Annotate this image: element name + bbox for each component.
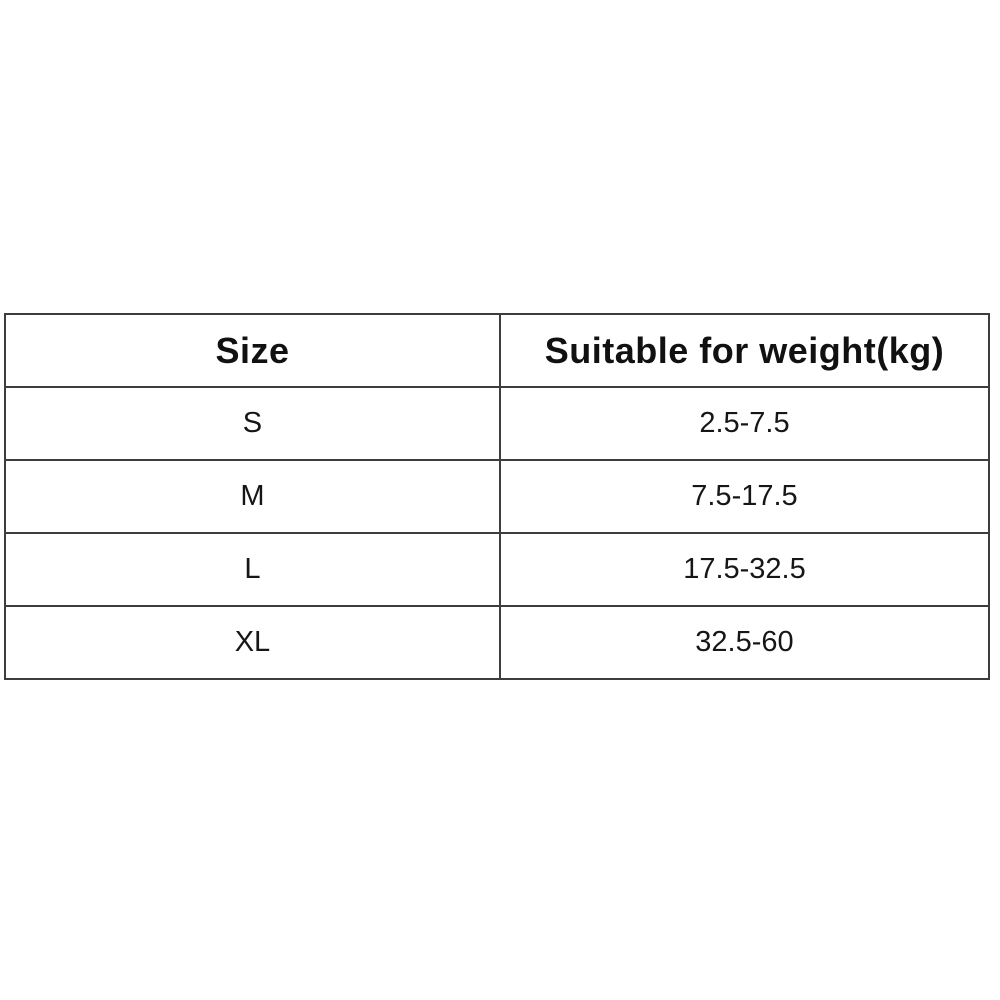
column-header-weight: Suitable for weight(kg)	[498, 313, 991, 388]
table-row: S 2.5-7.5	[4, 386, 991, 461]
column-header-size: Size	[4, 313, 501, 388]
header-row: Size Suitable for weight(kg)	[4, 313, 991, 388]
size-cell: XL	[4, 605, 501, 680]
size-cell: L	[4, 532, 501, 607]
weight-cell: 17.5-32.5	[498, 532, 991, 607]
size-cell: S	[4, 386, 501, 461]
weight-cell: 2.5-7.5	[498, 386, 991, 461]
size-chart-body: S 2.5-7.5 M 7.5-17.5 L 17.5-32.5 XL 32.5…	[4, 386, 991, 680]
size-chart-table: Size Suitable for weight(kg) S 2.5-7.5 M…	[4, 313, 991, 680]
size-cell: M	[4, 459, 501, 534]
table-row: M 7.5-17.5	[4, 459, 991, 534]
size-chart-header: Size Suitable for weight(kg)	[4, 313, 991, 388]
weight-cell: 7.5-17.5	[498, 459, 991, 534]
table-row: L 17.5-32.5	[4, 532, 991, 607]
weight-cell: 32.5-60	[498, 605, 991, 680]
table-row: XL 32.5-60	[4, 605, 991, 680]
